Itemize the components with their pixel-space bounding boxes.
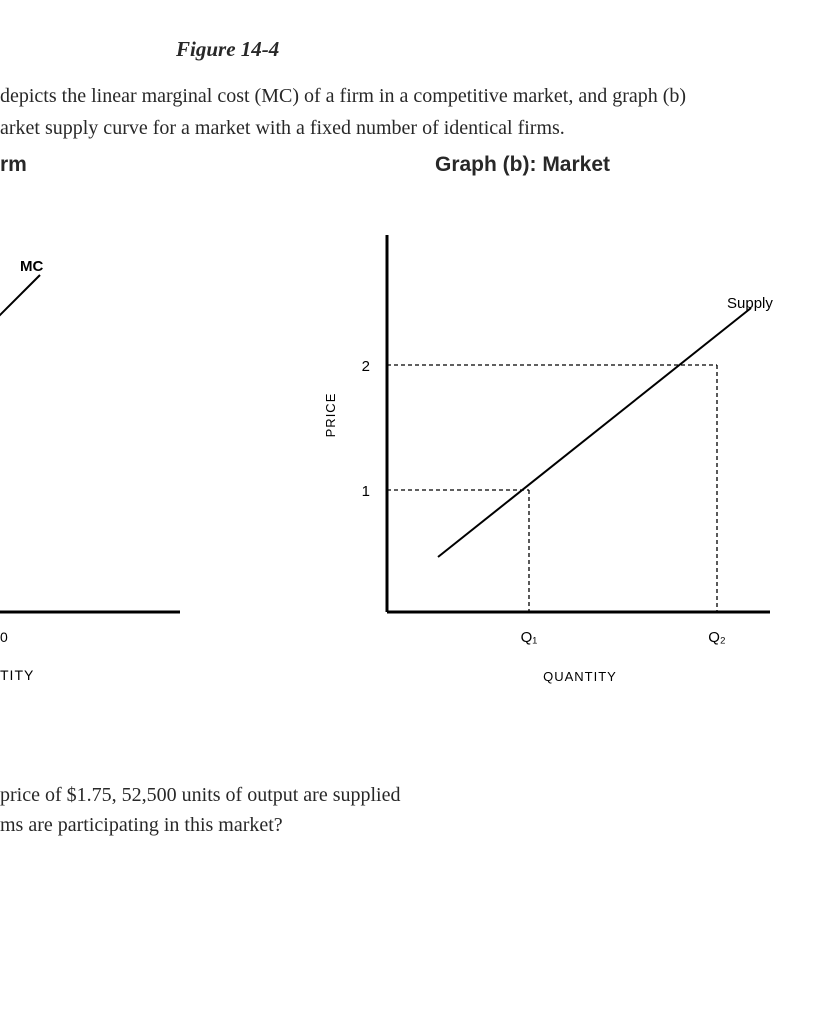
x-axis-label-fragment: TITY (0, 667, 34, 683)
chart-b-market: 2 1 Q₁ Q₂ PRICE QUANTITY Supply (320, 215, 820, 715)
supply-line (438, 308, 751, 557)
figure-title: Figure 14-4 (176, 37, 279, 62)
question-line-1: price of $1.75, 52,500 units of output a… (0, 780, 520, 810)
description-line-2: arket supply curve for a market with a f… (0, 112, 800, 144)
description-line-1: depicts the linear marginal cost (MC) of… (0, 80, 800, 112)
y-tick-1: 1 (362, 483, 370, 500)
x-tick-q2: Q₂ (708, 629, 726, 646)
figure-description: depicts the linear marginal cost (MC) of… (0, 80, 800, 144)
x-axis-label: QUANTITY (543, 669, 617, 684)
graph-a-title: rm (0, 153, 27, 177)
mc-label: MC (20, 258, 43, 275)
x-tick-q1: Q₁ (521, 629, 538, 646)
x-tick-0: 0 (0, 629, 8, 645)
y-tick-2: 2 (362, 358, 370, 375)
question-text: price of $1.75, 52,500 units of output a… (0, 780, 520, 840)
graph-b-title: Graph (b): Market (435, 153, 610, 177)
supply-label: Supply (727, 295, 773, 312)
page: Figure 14-4 depicts the linear marginal … (0, 0, 829, 1024)
y-axis-label: PRICE (323, 393, 338, 438)
chart-a-firm: MC 0 TITY (0, 215, 200, 715)
question-line-2: ms are participating in this market? (0, 810, 520, 840)
